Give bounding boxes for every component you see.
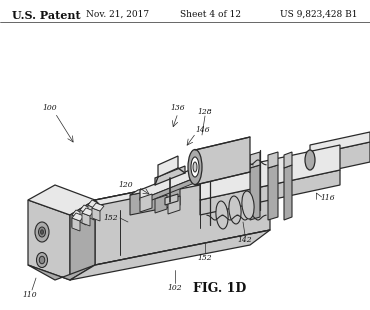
Ellipse shape (39, 256, 45, 264)
Polygon shape (200, 170, 340, 215)
Polygon shape (70, 200, 95, 280)
Text: 100: 100 (42, 104, 57, 112)
Polygon shape (284, 165, 292, 220)
Text: 142: 142 (238, 236, 252, 244)
Polygon shape (70, 230, 270, 280)
Polygon shape (95, 165, 275, 205)
Ellipse shape (35, 222, 49, 242)
Polygon shape (268, 165, 278, 220)
Text: 102: 102 (168, 284, 182, 292)
Text: 128: 128 (198, 108, 212, 116)
Polygon shape (92, 208, 100, 221)
Text: 136: 136 (171, 104, 185, 112)
Polygon shape (155, 195, 167, 213)
Polygon shape (268, 152, 278, 168)
Polygon shape (82, 208, 94, 216)
Ellipse shape (305, 150, 315, 170)
Ellipse shape (191, 157, 199, 177)
Polygon shape (250, 152, 260, 168)
Polygon shape (72, 218, 80, 231)
Ellipse shape (229, 196, 241, 224)
Polygon shape (72, 213, 84, 221)
Polygon shape (80, 210, 86, 225)
Text: Nov. 21, 2017: Nov. 21, 2017 (87, 10, 149, 19)
Ellipse shape (242, 191, 254, 219)
Polygon shape (92, 203, 104, 211)
Polygon shape (310, 142, 370, 175)
Polygon shape (140, 168, 195, 200)
Polygon shape (72, 210, 82, 218)
Text: 110: 110 (23, 291, 37, 299)
Polygon shape (28, 265, 95, 280)
Ellipse shape (193, 162, 197, 172)
Polygon shape (158, 156, 178, 177)
Polygon shape (82, 213, 90, 226)
Text: 116: 116 (320, 194, 334, 202)
Polygon shape (168, 196, 180, 214)
Polygon shape (284, 152, 292, 168)
Text: Sheet 4 of 12: Sheet 4 of 12 (179, 10, 240, 19)
Text: 146: 146 (195, 126, 210, 134)
Polygon shape (80, 205, 90, 213)
Polygon shape (195, 137, 250, 185)
Text: 152: 152 (103, 214, 118, 222)
Ellipse shape (216, 201, 228, 229)
Polygon shape (28, 185, 95, 215)
Polygon shape (140, 178, 197, 204)
Polygon shape (130, 180, 188, 195)
Text: 138: 138 (255, 164, 270, 172)
Polygon shape (95, 165, 270, 265)
Polygon shape (140, 194, 152, 212)
Polygon shape (28, 200, 70, 280)
Ellipse shape (188, 149, 202, 184)
Polygon shape (200, 145, 340, 200)
Text: FIG. 1D: FIG. 1D (194, 281, 247, 294)
Ellipse shape (40, 230, 44, 234)
Ellipse shape (38, 227, 46, 237)
Polygon shape (250, 165, 260, 220)
Text: 152: 152 (198, 254, 212, 262)
Polygon shape (72, 215, 78, 230)
Text: 120: 120 (118, 181, 133, 189)
Polygon shape (88, 200, 98, 208)
Polygon shape (155, 166, 185, 185)
Text: US 9,823,428 B1: US 9,823,428 B1 (280, 10, 358, 19)
Text: U.S. Patent: U.S. Patent (12, 10, 81, 21)
Polygon shape (88, 205, 94, 220)
Polygon shape (310, 132, 370, 155)
Polygon shape (165, 194, 178, 205)
Polygon shape (130, 185, 180, 215)
Ellipse shape (37, 253, 47, 268)
